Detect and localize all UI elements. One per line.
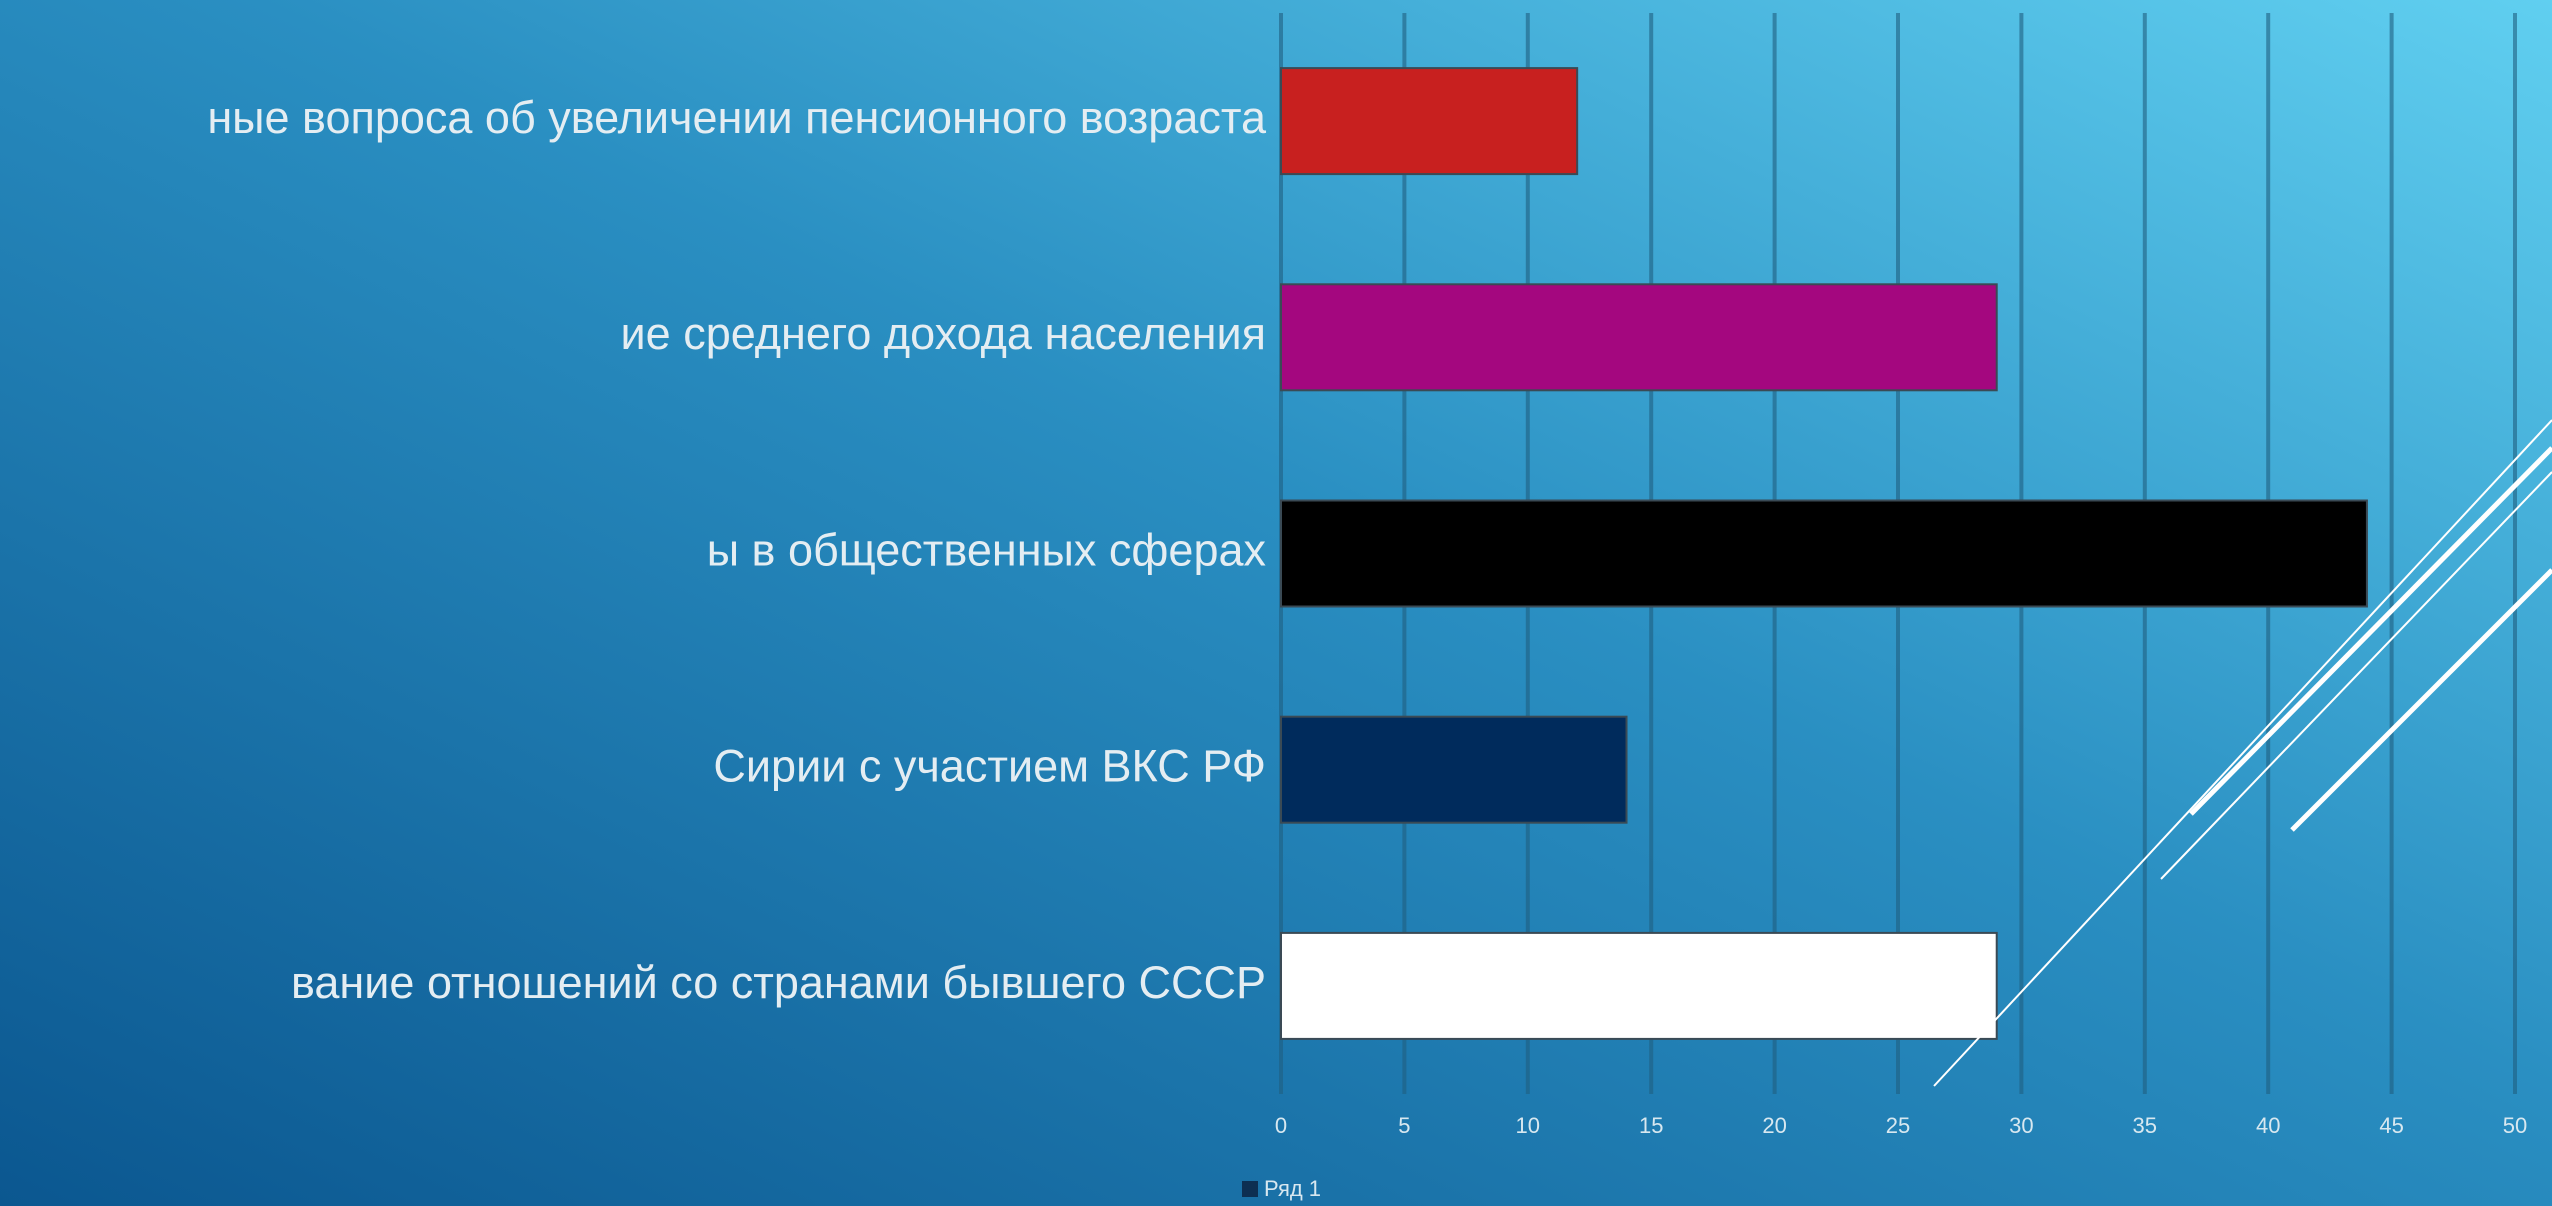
x-tick-label: 40	[2256, 1113, 2280, 1138]
x-tick-label: 20	[1762, 1113, 1786, 1138]
category-label: ные вопроса об увеличении пенсионного во…	[207, 92, 1267, 143]
category-label: вание отношений со странами бывшего СССР	[291, 957, 1266, 1008]
x-tick-label: 10	[1516, 1113, 1540, 1138]
x-tick-label: 25	[1886, 1113, 1910, 1138]
bar	[1280, 283, 1998, 392]
plot: 0 5 10 15 20 25 30 35 40 45 50 ные вопроса об увели…	[207, 13, 2527, 1201]
x-tick-label: 35	[2133, 1113, 2157, 1138]
deco-line	[2189, 446, 2552, 816]
deco-line	[1933, 419, 2552, 1087]
decoration	[1933, 419, 2552, 1087]
x-tick-label: 45	[2379, 1113, 2403, 1138]
legend-swatch	[1242, 1181, 1258, 1197]
bar	[1280, 715, 1628, 824]
x-tick-label: 5	[1398, 1113, 1410, 1138]
bar	[1280, 931, 1998, 1040]
category-label: Сирии с участием ВКС РФ	[713, 741, 1266, 792]
deco-line	[2290, 568, 2552, 832]
x-tick-label: 0	[1275, 1113, 1287, 1138]
x-tick-label: 30	[2009, 1113, 2033, 1138]
bar	[1280, 67, 1579, 176]
legend-label: Ряд 1	[1264, 1176, 1321, 1201]
x-tick-label: 50	[2503, 1113, 2527, 1138]
category-label: ы в общественных сферах	[707, 524, 1267, 575]
bar	[1280, 499, 2368, 608]
x-tick-label: 15	[1639, 1113, 1663, 1138]
deco-line	[2160, 471, 2552, 880]
category-label: ие среднего дохода населения	[621, 308, 1266, 359]
